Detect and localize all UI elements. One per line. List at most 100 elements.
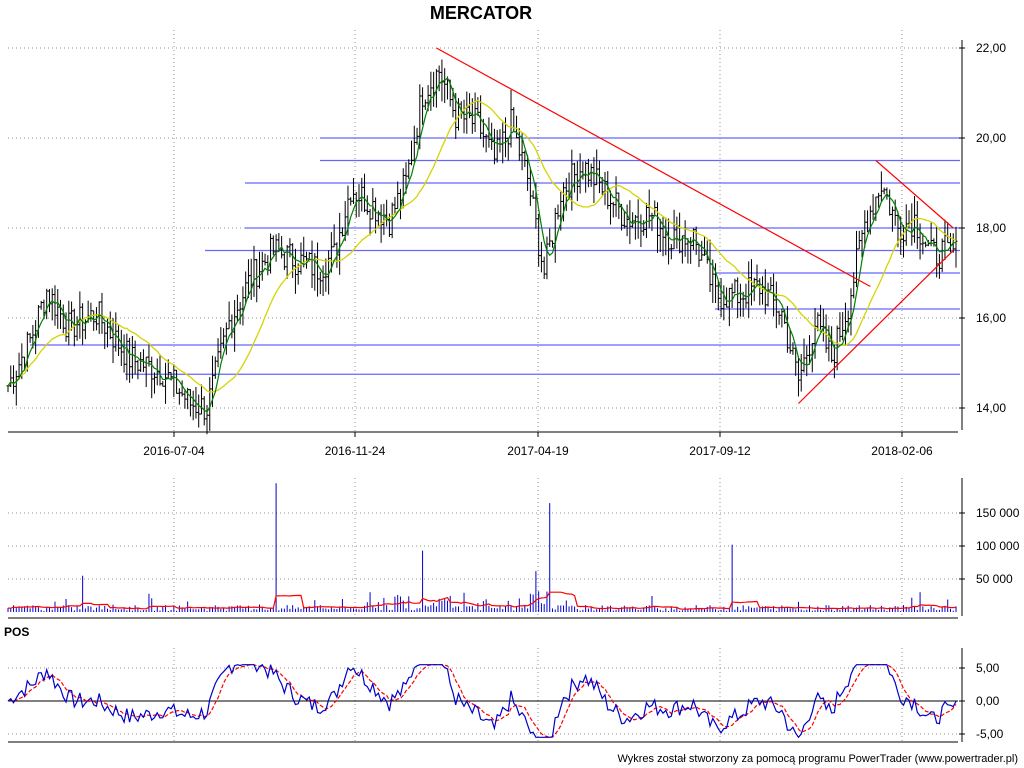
price-bar <box>385 199 389 227</box>
chart-title: MERCATOR <box>430 3 532 23</box>
price-bar <box>78 291 82 339</box>
price-bar <box>636 199 640 239</box>
price-bar <box>796 356 800 397</box>
price-bar <box>631 212 635 228</box>
price-bar <box>440 59 444 102</box>
price-bar <box>736 277 740 319</box>
ma-slow-line <box>7 99 957 393</box>
price-bar <box>39 300 43 310</box>
price-bar <box>260 251 264 281</box>
price-bar <box>863 210 867 248</box>
price-bar <box>954 226 958 268</box>
price-bar <box>9 365 13 388</box>
price-bar <box>644 202 648 239</box>
price-bar <box>274 234 278 262</box>
price-bar <box>139 352 143 373</box>
x-tick-label: 2016-11-24 <box>325 444 386 458</box>
price-bar <box>738 283 742 317</box>
price-bar <box>573 162 577 193</box>
price-bar <box>575 160 579 202</box>
price-bar <box>609 190 613 225</box>
price-bar <box>879 171 883 202</box>
price-bar <box>769 276 773 291</box>
price-bar <box>556 204 560 220</box>
price-bar <box>564 178 568 211</box>
price-bar <box>310 240 314 289</box>
price-bar <box>730 283 734 308</box>
price-bar <box>506 137 510 161</box>
price-bar <box>843 302 847 346</box>
price-bar <box>484 134 488 153</box>
price-bar <box>924 241 928 248</box>
volume-bars <box>7 483 957 612</box>
price-bar <box>589 163 593 187</box>
price-bar <box>316 242 320 297</box>
price-bar <box>208 377 212 431</box>
price-bar <box>224 322 228 355</box>
price-bar <box>785 306 789 353</box>
price-bar <box>368 208 372 236</box>
price-bar <box>774 281 778 329</box>
price-bar <box>199 384 203 415</box>
price-bar <box>351 178 355 204</box>
price-bar <box>432 71 436 107</box>
price-bar <box>67 300 71 346</box>
footer-credit: Wykres został stworzony za pomocą progra… <box>617 753 1018 765</box>
price-bar <box>761 276 765 305</box>
price-bar <box>780 308 784 328</box>
price-bar <box>722 285 726 321</box>
price-bar <box>639 214 643 247</box>
price-bar <box>819 304 823 332</box>
price-bar <box>327 250 331 295</box>
pos-lines <box>7 663 957 739</box>
price-bar <box>647 189 651 229</box>
price-bar <box>216 338 220 368</box>
price-bar <box>866 210 870 233</box>
price-bar <box>857 230 861 250</box>
price-bar <box>528 167 532 206</box>
price-bar <box>371 188 375 220</box>
price-bar <box>946 222 950 244</box>
price-bar <box>53 285 57 326</box>
price-bar <box>509 89 513 148</box>
price-bar <box>340 227 344 237</box>
price-bar <box>849 288 853 336</box>
price-bar <box>816 312 820 332</box>
price-bar <box>423 99 427 110</box>
price-bar <box>548 228 552 247</box>
price-bar <box>545 236 549 280</box>
price-bar <box>244 271 248 304</box>
price-bar <box>222 328 226 349</box>
price-bar <box>421 87 425 125</box>
price-bar <box>119 329 123 366</box>
price-bar <box>293 248 297 294</box>
price-bar <box>238 301 242 325</box>
price-bar <box>523 150 527 168</box>
price-bar <box>183 389 187 409</box>
price-bar <box>893 199 897 226</box>
price-bar <box>34 320 38 355</box>
price-bar <box>136 359 140 380</box>
volume-y-axis-labels: 50 000 100 000 150 000 <box>959 478 1020 616</box>
trendline-2 <box>798 250 954 404</box>
price-bar <box>72 308 76 347</box>
price-bar <box>103 322 107 350</box>
price-bar <box>948 232 952 253</box>
price-bar <box>733 278 737 294</box>
price-bar <box>17 352 21 380</box>
price-bar <box>611 201 615 218</box>
price-bar <box>772 273 776 317</box>
price-bar <box>874 196 878 221</box>
price-bar <box>871 194 875 220</box>
price-bar <box>246 259 250 299</box>
price-bar <box>412 125 416 162</box>
price-bar <box>161 381 165 387</box>
price-bar <box>6 385 10 393</box>
price-y-label: 14,00 <box>976 401 1006 415</box>
price-bar <box>777 310 781 325</box>
price-bar <box>205 405 209 435</box>
price-bar <box>45 288 49 320</box>
price-bar <box>614 176 618 217</box>
price-bar <box>747 261 751 318</box>
price-bar <box>935 226 939 278</box>
